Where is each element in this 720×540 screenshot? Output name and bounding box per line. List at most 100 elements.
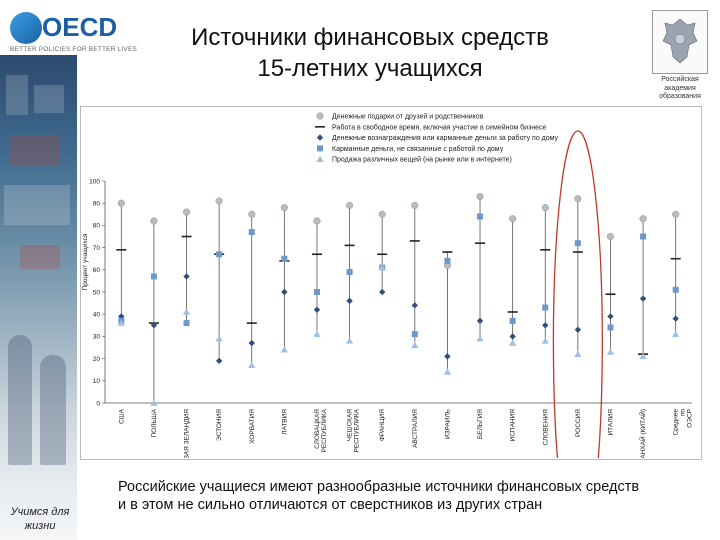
data-point	[313, 306, 321, 313]
bottom-summary: Российские учащиеся имеют разнообразные …	[118, 478, 698, 514]
data-point	[378, 210, 386, 218]
data-point	[411, 302, 419, 309]
chart-frame	[80, 106, 702, 460]
data-point	[541, 204, 549, 212]
x-tick-label: ЧЕШСКАЯРЕСПУБЛИКА	[347, 408, 361, 452]
legend-marker	[317, 145, 323, 152]
data-point	[150, 399, 158, 406]
data-point	[281, 288, 288, 296]
y-tick-label: 90	[93, 201, 101, 208]
data-point	[248, 229, 255, 236]
legend-marker	[316, 112, 324, 120]
emblem-caption-line1: Российская	[661, 76, 699, 83]
y-tick-label: 20	[93, 356, 101, 363]
oecd-logo-mark	[10, 12, 42, 44]
data-point	[672, 210, 680, 218]
x-tick-label: ХОРВАТИЯ	[249, 409, 256, 444]
data-point	[280, 346, 288, 353]
data-point	[281, 255, 288, 262]
data-point	[215, 197, 223, 205]
x-tick-label: ИЗРАИЛЬ	[444, 409, 451, 439]
data-point	[346, 269, 353, 276]
data-point	[150, 273, 157, 280]
sidebar-caption-line2: жизни	[24, 520, 56, 532]
data-point	[280, 204, 288, 212]
data-point	[248, 210, 256, 218]
legend-marker	[316, 134, 324, 141]
sidebar-caption: Учимся для жизни	[4, 505, 76, 533]
x-tick-label: ЛАТВИЯ	[281, 409, 288, 435]
data-point	[411, 341, 419, 349]
legend-label: Продажа различных вещей (на рынке или в …	[332, 156, 512, 164]
data-point	[443, 368, 452, 375]
data-point	[215, 335, 223, 342]
oecd-logo-tagline: BETTER POLICIES FOR BETTER LIVES	[10, 46, 138, 53]
y-tick-label: 70	[93, 245, 101, 252]
data-point	[346, 297, 353, 305]
y-tick-label: 10	[93, 378, 101, 385]
data-point	[509, 215, 517, 223]
data-point	[378, 288, 386, 296]
data-point	[509, 339, 517, 346]
data-point	[672, 315, 679, 322]
data-point	[639, 352, 647, 360]
highlight-ellipse	[552, 130, 603, 458]
x-tick-label: ФРАНЦИЯ	[379, 409, 386, 441]
legend-label: Работа в свободное время, включая участи…	[332, 123, 547, 131]
emblem-caption-line2: академия	[664, 84, 696, 92]
x-tick-label: ЭСТОНИЯ	[216, 409, 223, 441]
data-point	[216, 251, 223, 258]
data-point	[313, 330, 321, 337]
data-point	[509, 333, 516, 340]
x-tick-label: АВСТРАЛИЯ	[412, 409, 419, 448]
data-point	[183, 273, 190, 280]
data-point	[639, 215, 647, 223]
legend-label: Денежные подарки от друзей и родственник…	[332, 113, 484, 121]
data-point	[509, 317, 516, 324]
x-tick-label: СЛОВАЦКАЯРЕСПУБЛИКА	[314, 408, 328, 452]
oecd-logo: OECD BETTER POLICIES FOR BETTER LIVES	[8, 10, 137, 54]
legend-marker	[316, 155, 324, 162]
data-point	[215, 357, 223, 365]
y-tick-label: 100	[89, 178, 100, 185]
data-point	[574, 195, 582, 203]
x-tick-label: НОВАЯ ЗЕЛАНДИЯ	[184, 409, 191, 458]
data-point	[574, 350, 582, 357]
data-point	[411, 331, 418, 338]
x-tick-label: БЕЛЬГИЯ	[477, 409, 484, 439]
oecd-logo-text: OECD	[42, 12, 118, 42]
x-tick-label: ПОЛЬША	[151, 408, 158, 437]
data-point	[672, 286, 679, 293]
sidebar-caption-line1: Учимся для	[10, 506, 70, 518]
x-tick-label: ИТАЛИЯ	[607, 409, 614, 436]
data-point	[476, 192, 484, 201]
y-tick-label: 30	[93, 334, 101, 341]
bottom-summary-line2: и в этом не сильно отличаются от сверстн…	[118, 497, 543, 513]
data-point	[150, 217, 158, 225]
data-point	[639, 295, 647, 302]
data-point	[541, 337, 549, 344]
data-point	[345, 337, 354, 344]
academy-emblem	[652, 10, 708, 74]
data-point	[183, 320, 190, 327]
sources-of-money-chart: 0 10 20 30 40 50 60 70 80 90 100 Процент учащихся Де…	[82, 112, 694, 458]
data-point	[378, 264, 386, 271]
data-point	[182, 308, 191, 315]
data-point	[444, 353, 451, 360]
data-point	[313, 289, 320, 295]
page-title: Источники финансовых средств 15-летних у…	[140, 22, 600, 84]
sidebar-photo-collage	[0, 55, 77, 540]
data-point	[640, 233, 647, 240]
y-tick-label: 40	[93, 312, 101, 319]
data-point	[607, 313, 614, 320]
data-point	[574, 326, 582, 333]
data-point	[542, 322, 549, 329]
data-point	[542, 304, 549, 311]
data-point	[672, 330, 680, 337]
data-point	[477, 213, 484, 220]
emblem-caption-line3: образования	[659, 93, 701, 100]
y-tick-label: 80	[93, 223, 101, 230]
bottom-summary-line1: Российские учащиеся имеют разнообразные …	[118, 479, 640, 495]
x-tick-label: США	[118, 408, 125, 424]
data-point	[182, 208, 191, 216]
